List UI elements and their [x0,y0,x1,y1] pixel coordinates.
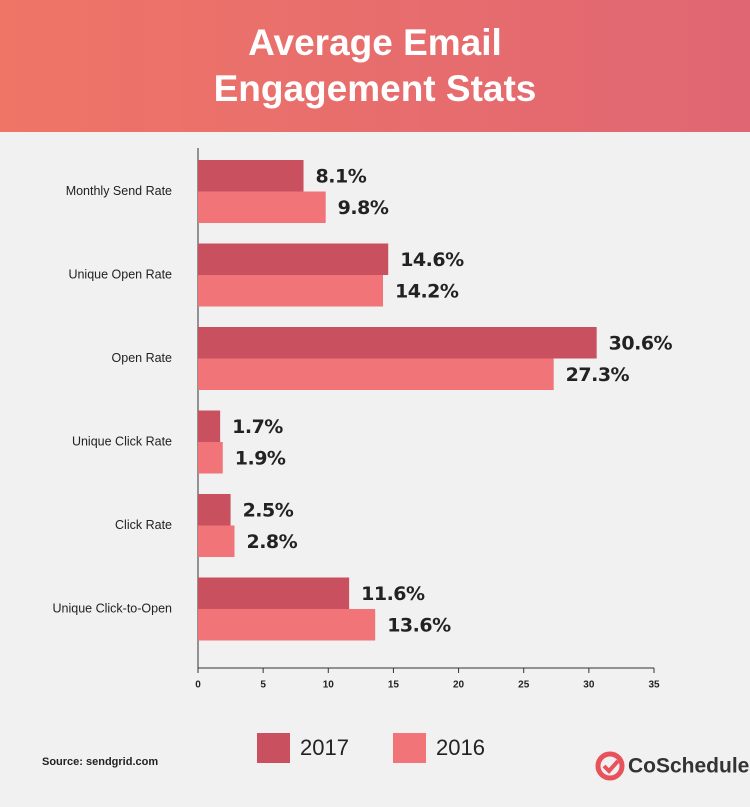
data-label: 14.6% [400,249,464,271]
y-tick-label: Unique Click Rate [72,434,172,448]
x-tick-label: 35 [648,680,660,691]
bar [198,577,350,609]
x-tick-label: 15 [388,680,400,691]
legend-label: 2017 [300,735,349,760]
legend-swatch [393,733,426,763]
bar [198,191,326,223]
bar [198,442,223,474]
source: Source: sendgrid.com [42,756,158,768]
bar [198,275,384,307]
data-label: 13.6% [387,614,451,636]
brand-logo: CoSchedule [595,751,749,781]
x-tick-label: 25 [518,680,530,691]
bar [198,327,597,359]
y-tick-label: Unique Click-to-Open [53,601,173,615]
x-tick-label: 30 [583,680,595,691]
y-tick-label: Open Rate [112,351,173,365]
data-label: 9.8% [338,197,389,219]
x-tick-label: 5 [260,680,266,691]
y-tick-label: Monthly Send Rate [66,184,172,198]
bar [198,243,389,275]
header: Average Email Engagement Stats [0,0,750,132]
bar [198,358,554,390]
data-label: 14.2% [395,280,459,302]
bar [198,494,231,526]
x-tick-label: 0 [195,680,201,691]
brand: CoSchedule [628,755,749,778]
bar [198,410,221,442]
chart-title: Average Email Engagement Stats [213,22,537,109]
legend-label: 2016 [436,735,485,760]
x-tick-label: 20 [453,680,465,691]
data-label: 30.6% [609,332,673,354]
data-label: 11.6% [361,583,425,605]
bar [198,609,376,641]
data-label: 1.7% [232,416,283,438]
data-label: 2.8% [246,531,297,553]
data-label: 2.5% [243,499,294,521]
y-tick-label: Click Rate [115,518,172,532]
bar [198,525,235,557]
data-label: 1.9% [235,447,286,469]
x-tick-label: 10 [323,680,335,691]
y-tick-label: Unique Open Rate [68,267,172,281]
logo-check [602,759,620,774]
logo-icon [595,751,625,781]
data-label: 8.1% [316,165,367,187]
legend-swatch [257,733,290,763]
bar [198,160,304,192]
data-label: 27.3% [566,364,630,386]
